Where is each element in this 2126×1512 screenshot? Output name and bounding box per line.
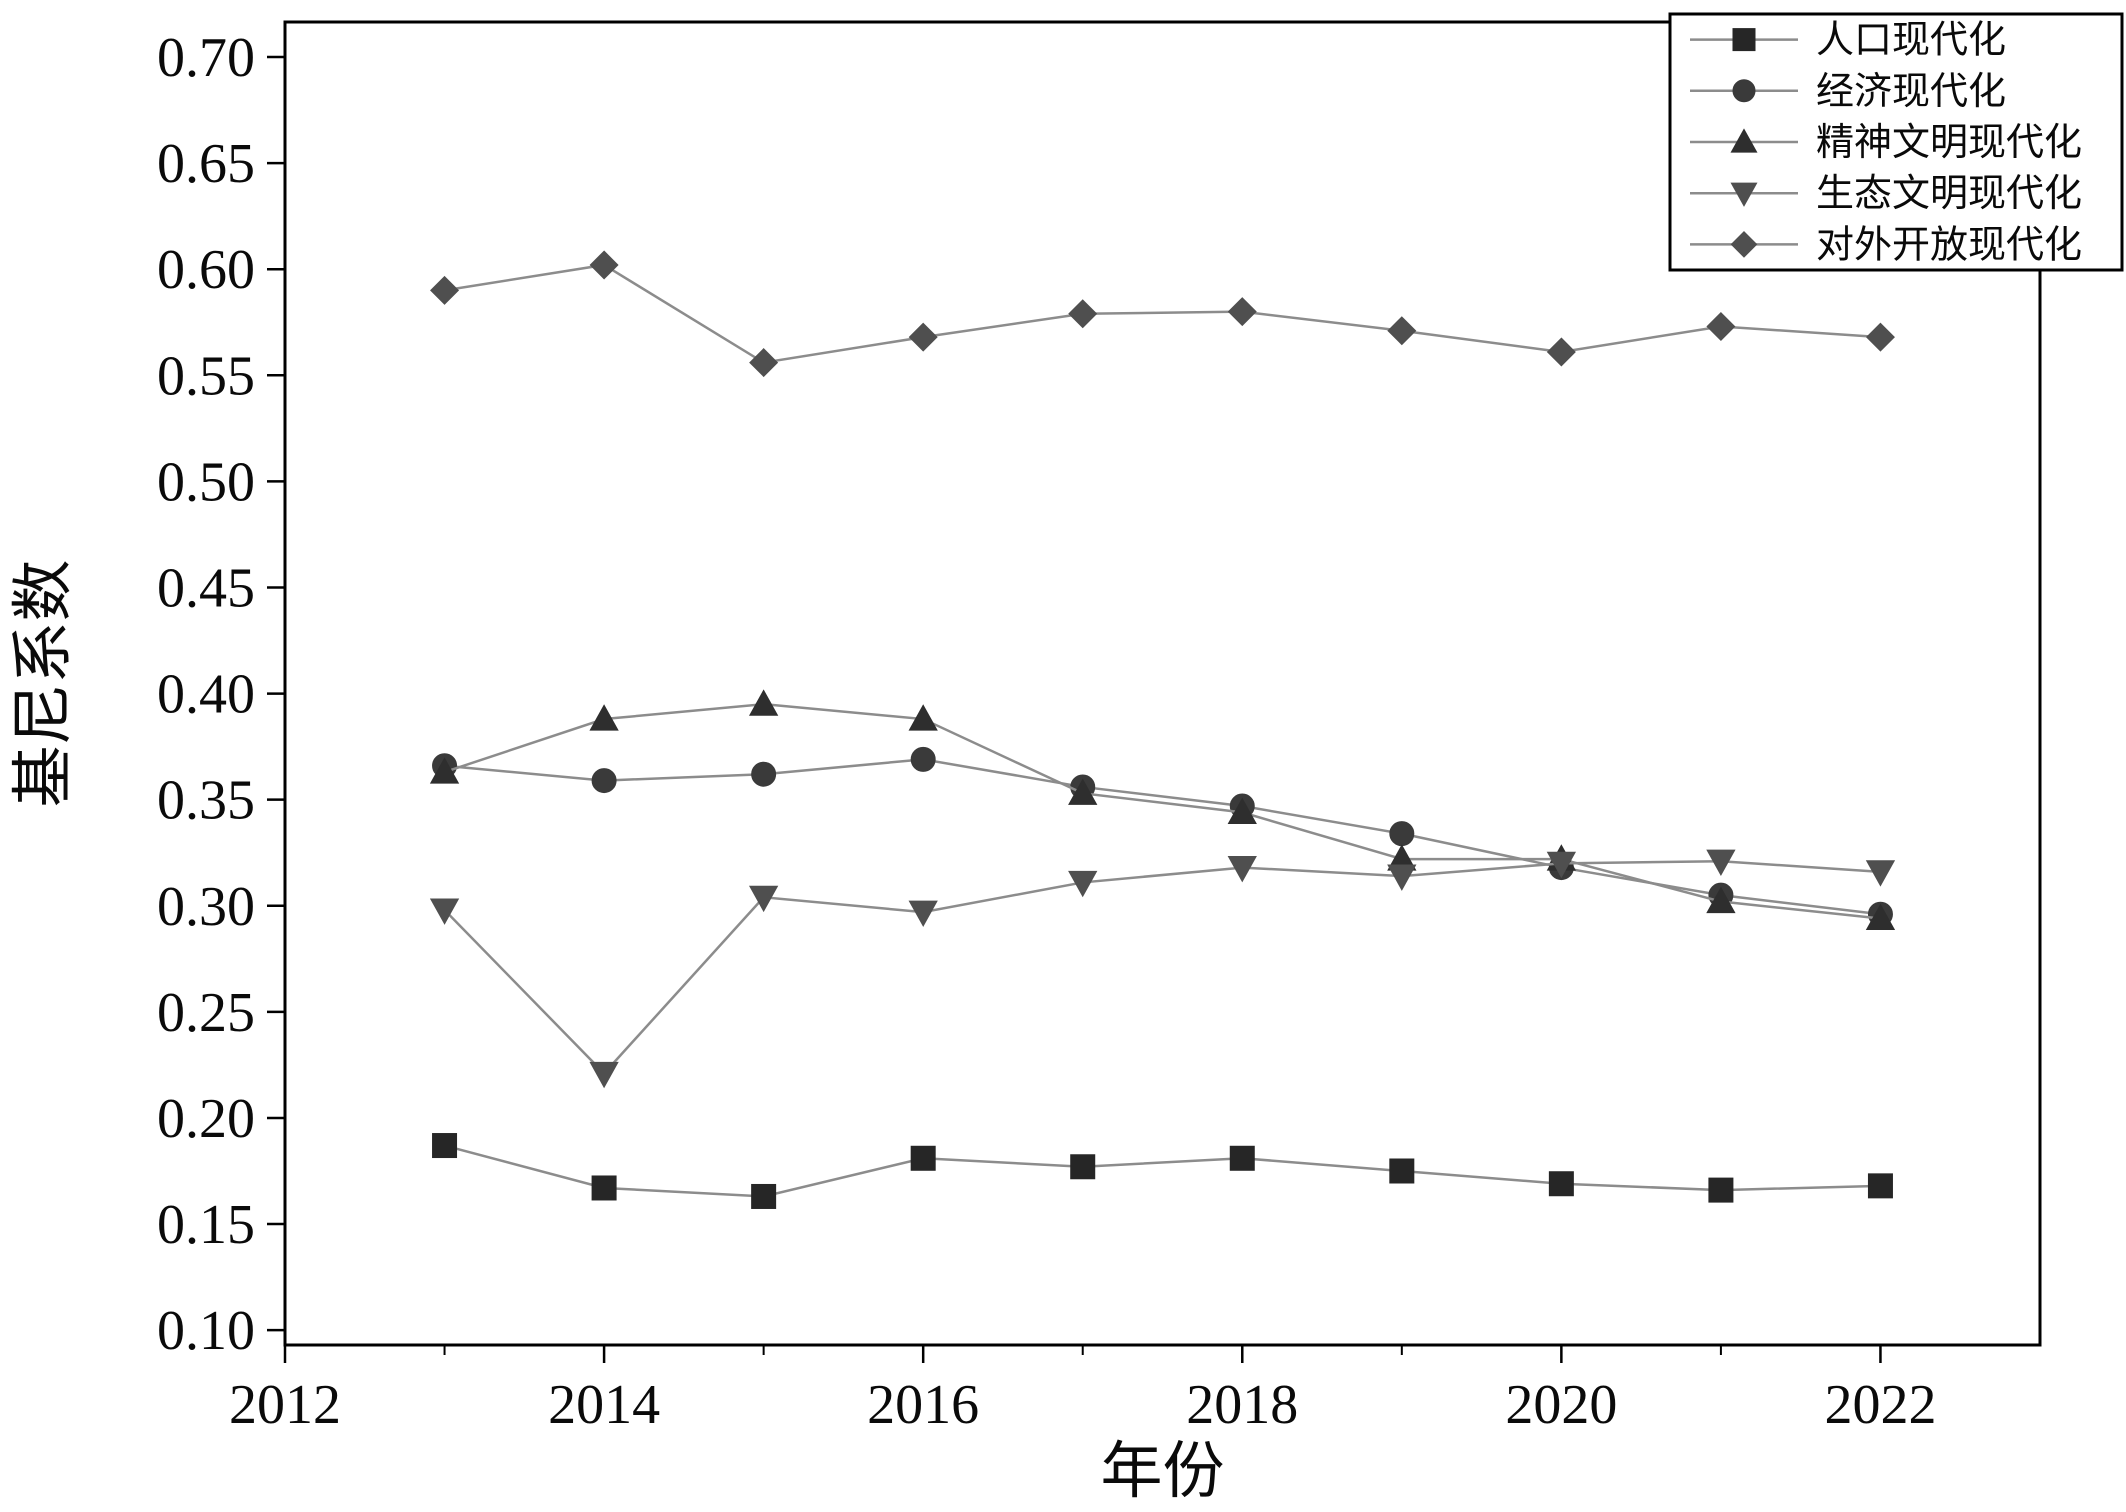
- y-tick-label: 0.45: [157, 557, 255, 619]
- series-marker-3: [1387, 864, 1417, 891]
- legend-marker: [1732, 79, 1756, 103]
- series-marker-3: [1546, 851, 1577, 879]
- series-marker-3: [908, 900, 938, 927]
- series-marker-4: [1227, 297, 1257, 327]
- series-marker-2: [429, 757, 460, 784]
- legend-label: 对外开放现代化: [1816, 224, 2082, 266]
- series-marker-3: [748, 885, 779, 913]
- series-marker-0: [1548, 1171, 1574, 1197]
- series-marker-3: [1865, 860, 1896, 887]
- series-line-2: [444, 702, 1881, 920]
- series-line-3: [443, 859, 1881, 1076]
- y-tick-label: 0.50: [157, 451, 255, 513]
- legend-label: 人口现代化: [1816, 20, 2006, 62]
- series-marker-4: [1865, 322, 1895, 352]
- y-tick-label: 0.15: [157, 1194, 255, 1256]
- series-marker-3: [589, 1061, 619, 1089]
- legend-label: 精神文明现代化: [1816, 122, 2082, 164]
- series-marker-4: [908, 322, 938, 352]
- series-marker-0: [432, 1133, 458, 1159]
- series-line-4: [444, 263, 1881, 364]
- series-marker-4: [430, 275, 460, 305]
- series-marker-1: [1389, 821, 1415, 847]
- series-marker-0: [910, 1145, 936, 1171]
- series-marker-1: [591, 768, 617, 794]
- legend-marker: [1730, 182, 1758, 207]
- series-marker-4: [1546, 337, 1576, 367]
- y-tick-label: 0.70: [157, 27, 255, 89]
- series-marker-3: [1706, 849, 1736, 877]
- y-tick-label: 0.60: [157, 239, 255, 301]
- x-tick-label: 2018: [1186, 1374, 1298, 1436]
- legend-marker: [1732, 28, 1756, 52]
- series-marker-2: [908, 704, 938, 731]
- legend-label: 生态文明现代化: [1816, 173, 2082, 215]
- series-marker-0: [591, 1175, 617, 1201]
- series-marker-2: [1865, 903, 1896, 931]
- x-tick-label: 2014: [548, 1374, 660, 1436]
- series-marker-0: [1867, 1173, 1893, 1199]
- series-marker-2: [589, 704, 619, 731]
- series-marker-4: [1706, 311, 1736, 341]
- x-tick-label: 2022: [1824, 1374, 1936, 1436]
- series-marker-2: [1068, 778, 1098, 805]
- series-marker-0: [1070, 1154, 1096, 1180]
- plot-frame: [283, 20, 2042, 1347]
- legend-label: 经济现代化: [1816, 71, 2006, 113]
- series-marker-4: [1387, 316, 1417, 346]
- series-marker-3: [429, 898, 460, 925]
- y-tick-label: 0.35: [157, 770, 255, 832]
- legend-marker: [1730, 128, 1758, 153]
- y-tick-label: 0.20: [157, 1088, 255, 1150]
- y-tick-label: 0.65: [157, 133, 255, 195]
- series-marker-4: [1068, 299, 1098, 329]
- series-marker-0: [1708, 1177, 1734, 1203]
- y-tick-label: 0.10: [157, 1300, 255, 1362]
- x-tick-label: 2016: [867, 1374, 979, 1436]
- series-marker-4: [749, 348, 779, 378]
- series-line-1: [444, 758, 1881, 916]
- y-tick-label: 0.25: [157, 982, 255, 1044]
- series-marker-0: [1389, 1158, 1415, 1184]
- y-tick-label: 0.30: [157, 876, 255, 938]
- x-tick-label: 2012: [229, 1374, 341, 1436]
- series-marker-2: [1706, 886, 1736, 914]
- y-tick-label: 0.55: [157, 345, 255, 407]
- series-marker-0: [751, 1183, 777, 1209]
- series-marker-4: [589, 250, 619, 280]
- x-tick-label: 2020: [1505, 1374, 1617, 1436]
- y-tick-label: 0.40: [157, 664, 255, 726]
- series-marker-2: [748, 689, 779, 716]
- series-marker-1: [910, 746, 936, 772]
- series-marker-2: [1227, 797, 1257, 824]
- series-line-0: [444, 1144, 1881, 1198]
- y-axis-title: 基尼系数: [10, 559, 78, 807]
- x-axis-title: 年份: [1100, 1438, 1224, 1506]
- series-marker-3: [1227, 856, 1257, 883]
- legend-marker: [1730, 231, 1758, 258]
- series-marker-3: [1068, 870, 1098, 898]
- series-marker-0: [1229, 1145, 1255, 1171]
- series-marker-1: [751, 761, 777, 787]
